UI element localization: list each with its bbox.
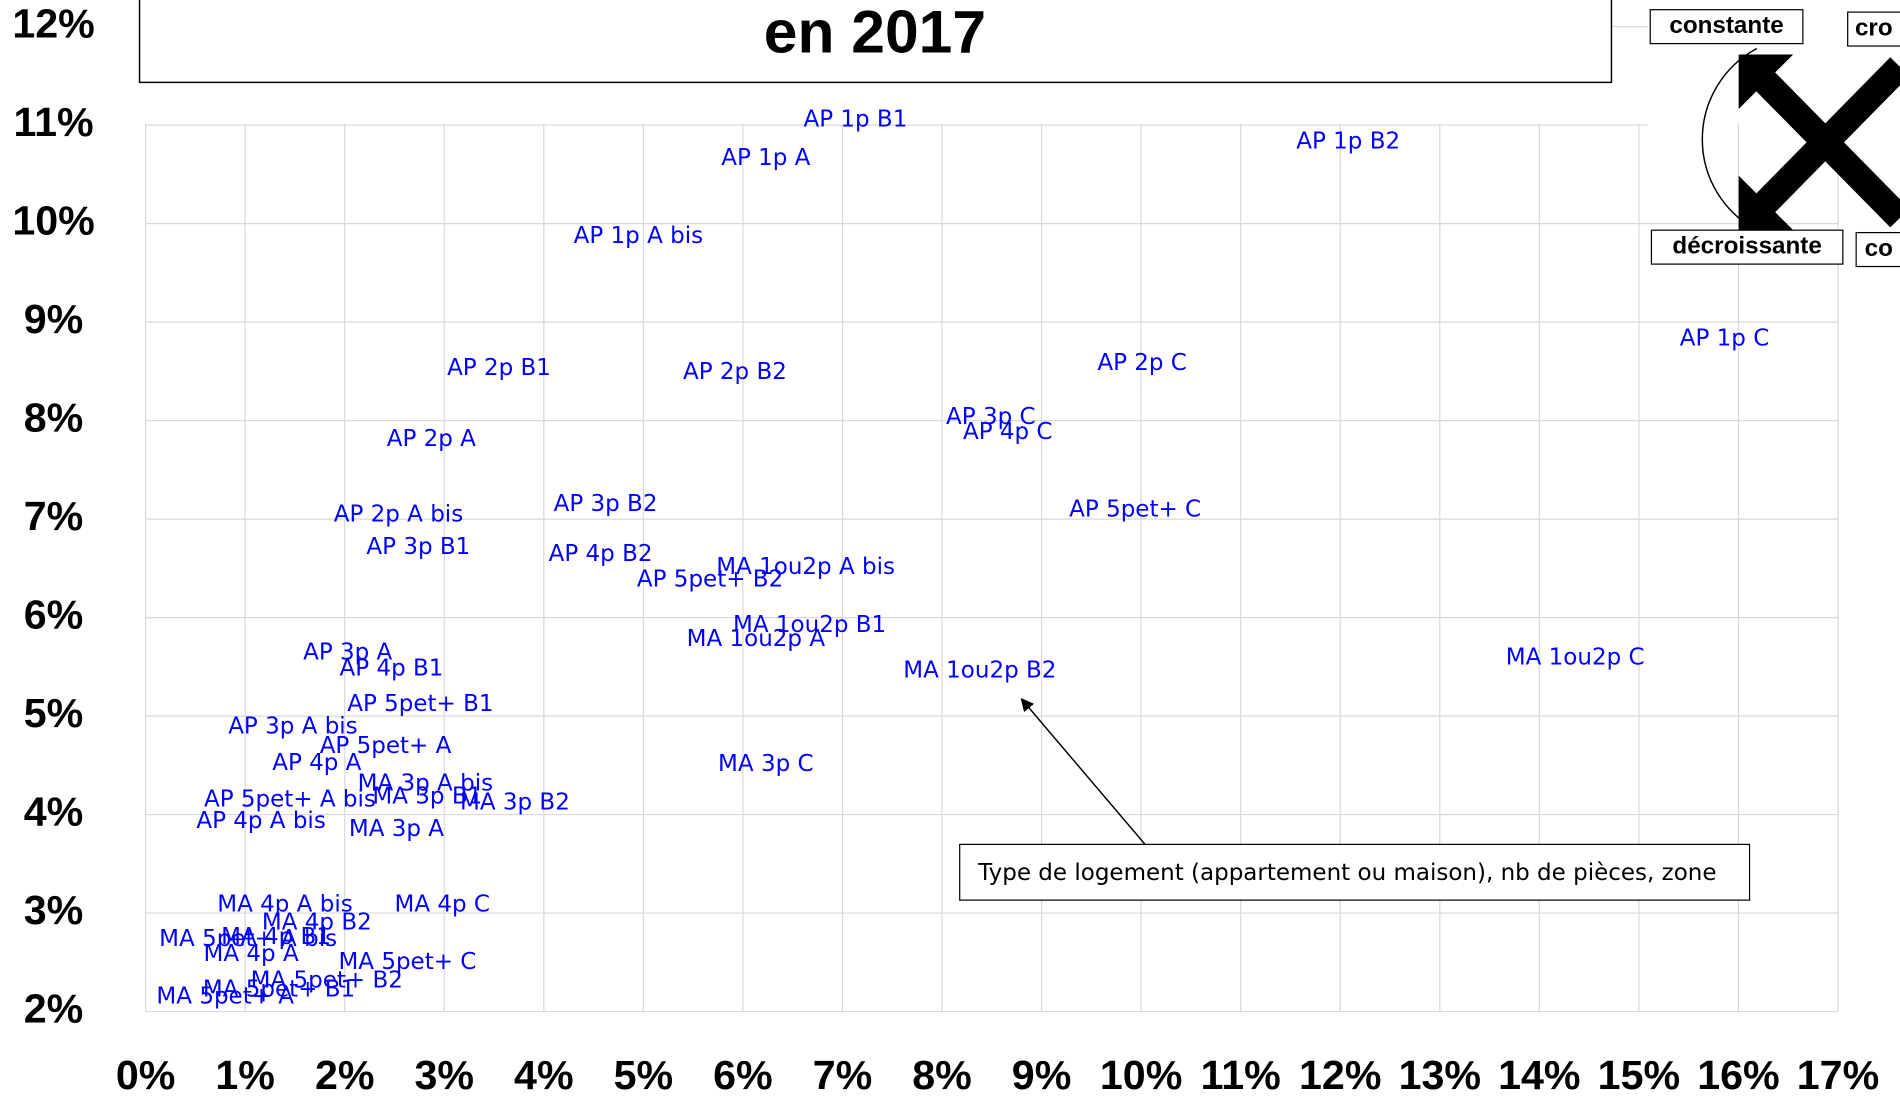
- key-box: [1855, 231, 1900, 268]
- x-tick-label: 5%: [614, 1052, 674, 1098]
- point-label: AP 3p A bis: [228, 713, 357, 739]
- key-box: [1649, 9, 1804, 45]
- point-label: MA 4p C: [395, 892, 491, 918]
- y-tick-label: 4%: [24, 788, 84, 834]
- point-label: MA 3p C: [718, 751, 814, 777]
- key-arrow: [1741, 57, 1900, 228]
- y-tick-label: 12%: [12, 1, 94, 47]
- point-label: AP 5pet+ B1: [347, 691, 493, 717]
- point-label: MA 4p A: [204, 941, 299, 967]
- y-tick-label: 8%: [24, 394, 84, 440]
- point-label: AP 1p B2: [1296, 128, 1400, 154]
- x-tick-label: 11%: [1201, 1052, 1281, 1098]
- key-label: décroissante: [1672, 233, 1821, 260]
- point-label: AP 5pet+ A: [320, 733, 452, 759]
- y-tick-label: 10%: [12, 198, 94, 244]
- x-tick-label: 14%: [1498, 1052, 1580, 1098]
- point-label: AP 1p B1: [803, 107, 907, 133]
- title-box: [138, 0, 1613, 84]
- point-label: MA 5pet+ A: [156, 983, 294, 1009]
- point-label: MA 4p B1: [221, 924, 331, 950]
- point-label: MA 5pet+ B1: [203, 976, 355, 1002]
- y-tick-label: 5%: [24, 690, 84, 736]
- point-label: AP 2p B2: [683, 359, 787, 385]
- point-label: MA 5pet+ B2: [251, 968, 403, 994]
- point-label: AP 2p A: [387, 426, 476, 452]
- point-label: MA 5pet+ A bis: [159, 926, 337, 952]
- point-label: MA 4p B2: [262, 909, 372, 935]
- ticks: 0% 1% 2% 3% 4% 5% 6% 7% 8% 9% 10% 11% 12% 13% 14% 15% 16…: [12, 1, 1879, 1099]
- point-label: MA 3p A bis: [358, 771, 493, 797]
- annotation: Type de logement (appartement ou maison)…: [977, 860, 1716, 886]
- x-tick-label: 9%: [1012, 1052, 1072, 1098]
- x-tick-label: 6%: [713, 1052, 773, 1098]
- point-label: AP 4p C: [963, 419, 1053, 445]
- key-label: cro: [1855, 14, 1893, 41]
- point-label: AP 3p B1: [366, 534, 470, 560]
- key-label: co: [1865, 235, 1893, 262]
- point-label: AP 2p B1: [447, 355, 551, 381]
- y-tick-label: 11%: [13, 99, 93, 145]
- point-label: MA 3p A: [349, 816, 444, 842]
- x-tick-label: 0%: [116, 1052, 176, 1098]
- y-tick-label: 3%: [24, 887, 84, 933]
- point-label: AP 3p B2: [554, 491, 658, 517]
- x-tick-label: 7%: [813, 1052, 873, 1098]
- point-label: AP 5pet+ C: [1069, 497, 1201, 523]
- chart-title: en 2017: [764, 0, 986, 65]
- y-tick-label: 2%: [24, 985, 84, 1031]
- x-tick-label: 13%: [1399, 1052, 1481, 1098]
- point-label: AP 2p C: [1097, 350, 1187, 376]
- key-box: [1847, 11, 1900, 47]
- y-tick-label: 6%: [24, 591, 84, 637]
- point-label: AP 1p A: [721, 145, 810, 171]
- point-label: AP 3p A: [303, 640, 392, 666]
- x-tick-label: 1%: [215, 1052, 275, 1098]
- x-tick-label: 8%: [912, 1052, 972, 1098]
- key-box: [1650, 229, 1844, 265]
- point-label: AP 4p B1: [340, 655, 444, 681]
- key-diagram: constante cro décroissante co: [1649, 9, 1900, 268]
- x-tick-label: 3%: [414, 1052, 474, 1098]
- point-label: AP 5pet+ A bis: [204, 786, 376, 812]
- point-label: AP 4p A bis: [196, 808, 325, 834]
- x-tick-label: 15%: [1598, 1052, 1680, 1098]
- point-label: AP 3p C: [946, 404, 1036, 430]
- point-label: AP 5pet+ B2: [637, 567, 783, 593]
- point-label: AP 1p C: [1680, 325, 1770, 351]
- points: AP 1p B1 AP 1p A AP 1p B2 AP 1p A bis AP 1p …: [156, 107, 1769, 1010]
- point-label: AP 2p A bis: [334, 502, 463, 528]
- x-tick-label: 16%: [1697, 1052, 1779, 1098]
- x-tick-label: 4%: [514, 1052, 574, 1098]
- point-label: AP 4p B2: [549, 541, 653, 567]
- point-label: MA 1ou2p A bis: [716, 554, 895, 580]
- x-tick-label: 12%: [1299, 1052, 1381, 1098]
- y-tick-label: 7%: [24, 493, 84, 539]
- point-label: MA 3p B2: [460, 789, 570, 815]
- point-label: AP 4p A: [272, 750, 361, 776]
- point-label: MA 1ou2p B1: [733, 612, 886, 638]
- point-label: AP 1p A bis: [574, 223, 703, 249]
- x-tick-label: 10%: [1100, 1052, 1182, 1098]
- y-tick-label: 9%: [24, 296, 84, 342]
- x-tick-label: 17%: [1797, 1052, 1879, 1098]
- point-label: MA 1ou2p C: [1506, 644, 1645, 670]
- key-arc: [1701, 47, 1758, 231]
- point-label: MA 4p A bis: [217, 892, 352, 918]
- key-arrowhead: [1738, 175, 1794, 231]
- point-label: MA 3p B1: [372, 783, 482, 809]
- key-arrowhead: [1738, 54, 1794, 110]
- point-label: MA 1ou2p A: [687, 626, 826, 652]
- point-label: MA 1ou2p B2: [903, 657, 1056, 683]
- annotation-arrow: [1020, 698, 1146, 845]
- x-tick-label: 2%: [315, 1052, 375, 1098]
- annotation-box: [959, 843, 1751, 901]
- point-label: MA 5pet+ C: [338, 949, 476, 975]
- key-label: constante: [1669, 12, 1783, 39]
